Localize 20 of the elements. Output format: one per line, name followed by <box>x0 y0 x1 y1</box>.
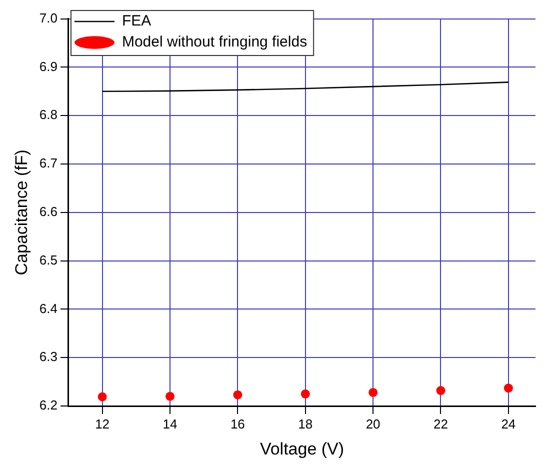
y-tick-label: 6.2 <box>39 398 58 413</box>
x-tick-label: 16 <box>230 416 245 432</box>
x-tick-label: 22 <box>434 416 448 432</box>
y-axis-title: Capacitance (fF) <box>12 150 31 276</box>
y-tick-label: 6.4 <box>39 300 58 316</box>
x-tick-label: 14 <box>162 416 178 432</box>
x-tick-label: 24 <box>501 416 516 432</box>
y-tick-label: 6.7 <box>39 156 58 171</box>
legend-label: FEA <box>122 12 152 30</box>
y-tick-label: 6.3 <box>39 349 58 364</box>
legend-label: Model without fringing fields <box>122 34 308 51</box>
y-tick-label: 6.9 <box>39 58 58 74</box>
y-tick-label: 6.6 <box>39 204 58 219</box>
x-tick-label: 12 <box>95 416 110 432</box>
y-tick-label: 7.0 <box>39 10 58 26</box>
x-tick-label: 20 <box>366 416 380 432</box>
y-tick-label: 6.5 <box>39 252 58 268</box>
x-axis-title: Voltage (V) <box>260 439 344 458</box>
x-tick-label: 18 <box>298 416 313 432</box>
y-tick-label: 6.8 <box>39 107 58 122</box>
